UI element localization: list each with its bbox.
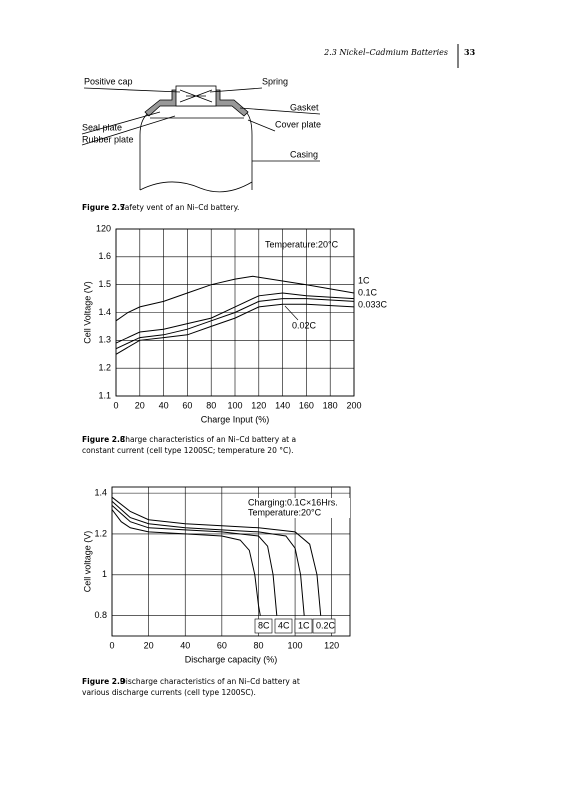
x-tick-label: 180 bbox=[323, 400, 338, 410]
label-box bbox=[294, 618, 313, 634]
series-line bbox=[111, 509, 261, 616]
y-tick-label: 1.5 bbox=[98, 279, 111, 289]
x-axis-label: Discharge capacity (%) bbox=[185, 654, 278, 664]
y-tick-label: 1.4 bbox=[98, 307, 111, 317]
caption-number: Figure 2.9 bbox=[82, 677, 125, 686]
y-tick-label: 1.2 bbox=[94, 528, 107, 538]
label-box bbox=[274, 618, 293, 634]
diagram-label: Casing bbox=[290, 149, 318, 159]
y-tick-label: 1 bbox=[102, 569, 107, 579]
x-tick-label: 20 bbox=[144, 640, 154, 650]
y-axis-label: Cell Voltage (V) bbox=[82, 281, 92, 344]
annotation: Temperature:20°C bbox=[265, 239, 339, 249]
y-axis-label: Cell voltage (V) bbox=[82, 531, 92, 593]
annotation-bg bbox=[246, 498, 350, 508]
running-head: 2.3 Nickel–Cadmium Batteries bbox=[323, 48, 448, 57]
x-tick-label: 160 bbox=[299, 400, 314, 410]
series-label: 1C bbox=[358, 275, 370, 285]
diagram-label: Gasket bbox=[290, 102, 319, 112]
annotation: Charging:0.1C×16Hrs. bbox=[248, 497, 338, 507]
x-tick-label: 0 bbox=[109, 640, 114, 650]
series-line bbox=[115, 292, 355, 344]
x-tick-label: 100 bbox=[288, 640, 303, 650]
x-tick-label: 80 bbox=[206, 400, 216, 410]
annotation-bg bbox=[246, 508, 350, 518]
diagram-label: Seal plate bbox=[82, 122, 122, 132]
caption-number: Figure 2.8 bbox=[82, 435, 125, 444]
x-tick-label: 100 bbox=[227, 400, 242, 410]
caption-text: Safety vent of an Ni–Cd battery. bbox=[120, 203, 239, 212]
x-axis-label: Charge Input (%) bbox=[201, 414, 270, 424]
y-tick-label: 1.6 bbox=[98, 251, 111, 261]
label-box bbox=[254, 618, 273, 634]
series-line bbox=[115, 298, 355, 350]
x-tick-label: 80 bbox=[253, 640, 263, 650]
x-tick-label: 40 bbox=[180, 640, 190, 650]
diagram-label: Positive cap bbox=[84, 76, 133, 86]
diagram-label: Cover plate bbox=[275, 119, 321, 129]
x-tick-label: 40 bbox=[159, 400, 169, 410]
series-label: 0.02C bbox=[292, 320, 317, 330]
x-tick-label: 0 bbox=[113, 400, 118, 410]
y-tick-label: 1.4 bbox=[94, 487, 107, 497]
series-label: 4C bbox=[278, 620, 290, 630]
caption-text: Discharge characteristics of an Ni–Cd ba… bbox=[120, 677, 300, 686]
page-number: 33 bbox=[464, 47, 476, 57]
caption-number: Figure 2.7 bbox=[82, 203, 125, 212]
leader-line bbox=[284, 305, 299, 321]
x-tick-label: 20 bbox=[135, 400, 145, 410]
x-tick-label: 60 bbox=[182, 400, 192, 410]
diagram-label: Spring bbox=[262, 76, 288, 86]
diagram-label: Rubber plate bbox=[82, 134, 134, 144]
caption-text: Charge characteristics of an Ni–Cd batte… bbox=[120, 435, 296, 444]
x-tick-label: 120 bbox=[324, 640, 339, 650]
x-tick-label: 120 bbox=[251, 400, 266, 410]
vent-diagram bbox=[81, 85, 321, 193]
series-label: 0.2C bbox=[316, 620, 336, 630]
series-line bbox=[111, 505, 278, 616]
x-tick-label: 140 bbox=[275, 400, 290, 410]
series-line bbox=[111, 500, 305, 616]
label-box bbox=[312, 618, 336, 634]
caption-text: constant current (cell type 1200SC; temp… bbox=[82, 446, 294, 455]
annotation: Temperature:20°C bbox=[248, 507, 322, 517]
caption-text: various discharge currents (cell type 12… bbox=[82, 688, 256, 697]
series-label: 1C bbox=[298, 620, 310, 630]
series-line bbox=[111, 496, 322, 616]
series-line bbox=[115, 275, 355, 322]
y-tick-label: 1.1 bbox=[98, 390, 111, 400]
x-tick-label: 60 bbox=[217, 640, 227, 650]
x-tick-label: 200 bbox=[346, 400, 361, 410]
y-tick-label: 1.2 bbox=[98, 363, 111, 373]
series-label: 0.1C bbox=[358, 287, 378, 297]
series-line bbox=[115, 303, 355, 355]
series-label: 8C bbox=[258, 620, 270, 630]
y-tick-label: 0.8 bbox=[94, 610, 107, 620]
y-tick-label: 1.3 bbox=[98, 335, 111, 345]
series-label: 0.033C bbox=[358, 299, 388, 309]
y-tick-label: 120 bbox=[96, 223, 111, 233]
